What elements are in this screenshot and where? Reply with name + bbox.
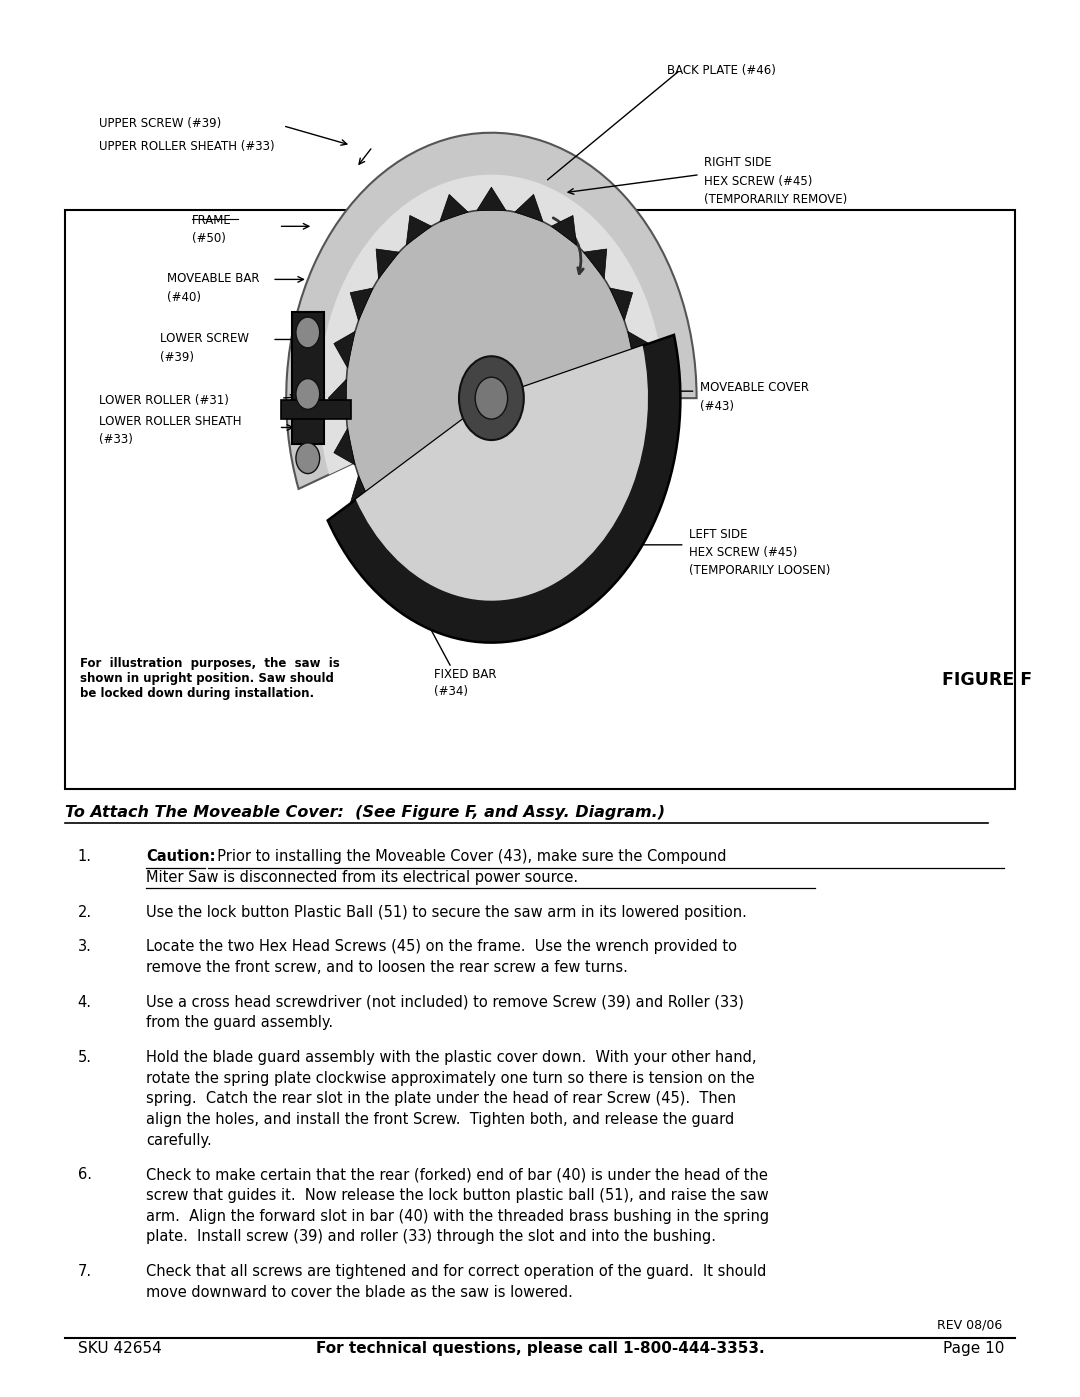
Text: align the holes, and install the front Screw.  Tighten both, and release the gua: align the holes, and install the front S… xyxy=(146,1112,734,1127)
Text: (#33): (#33) xyxy=(99,433,133,446)
Text: screw that guides it.  Now release the lock button plastic ball (51), and raise : screw that guides it. Now release the lo… xyxy=(146,1187,769,1203)
Text: HEX SCREW (#45): HEX SCREW (#45) xyxy=(704,175,812,187)
Text: Caution:: Caution: xyxy=(146,849,215,865)
Text: UPPER ROLLER SHEATH (#33): UPPER ROLLER SHEATH (#33) xyxy=(99,140,275,152)
Text: move downward to cover the blade as the saw is lowered.: move downward to cover the blade as the … xyxy=(146,1285,572,1299)
Circle shape xyxy=(296,317,320,348)
Text: MOVEABLE COVER: MOVEABLE COVER xyxy=(700,381,809,394)
Text: To Attach The Moveable Cover:  (See Figure F, and Assy. Diagram.): To Attach The Moveable Cover: (See Figur… xyxy=(65,805,665,820)
Text: LOWER ROLLER SHEATH: LOWER ROLLER SHEATH xyxy=(99,415,242,427)
Polygon shape xyxy=(406,215,432,244)
Text: LEFT SIDE: LEFT SIDE xyxy=(689,528,747,541)
Text: 3.: 3. xyxy=(78,939,92,954)
Polygon shape xyxy=(440,574,468,602)
Polygon shape xyxy=(350,288,373,321)
Text: rotate the spring plate clockwise approximately one turn so there is tension on : rotate the spring plate clockwise approx… xyxy=(146,1070,755,1085)
Text: Use a cross head screwdriver (not included) to remove Screw (39) and Roller (33): Use a cross head screwdriver (not includ… xyxy=(146,995,744,1010)
Text: (TEMPORARILY REMOVE): (TEMPORARILY REMOVE) xyxy=(704,193,848,205)
Polygon shape xyxy=(334,429,355,465)
Polygon shape xyxy=(583,517,607,548)
Text: 1.: 1. xyxy=(78,849,92,865)
Text: 7.: 7. xyxy=(78,1264,92,1280)
Polygon shape xyxy=(350,475,373,509)
Wedge shape xyxy=(327,335,680,643)
Text: Locate the two Hex Head Screws (45) on the frame.  Use the wrench provided to: Locate the two Hex Head Screws (45) on t… xyxy=(146,939,737,954)
Text: (TEMPORARILY LOOSEN): (TEMPORARILY LOOSEN) xyxy=(689,564,831,577)
Polygon shape xyxy=(477,585,505,609)
Polygon shape xyxy=(515,574,543,602)
Text: 4.: 4. xyxy=(78,995,92,1010)
Text: (#43): (#43) xyxy=(700,400,733,412)
Text: 2.: 2. xyxy=(78,905,92,919)
Bar xyxy=(281,400,351,419)
Polygon shape xyxy=(610,288,633,321)
Text: (#39): (#39) xyxy=(160,351,193,363)
Polygon shape xyxy=(376,249,400,279)
Text: Check to make certain that the rear (forked) end of bar (40) is under the head o: Check to make certain that the rear (for… xyxy=(146,1168,768,1182)
Circle shape xyxy=(296,379,320,409)
Polygon shape xyxy=(328,380,347,416)
Text: MOVEABLE BAR: MOVEABLE BAR xyxy=(167,272,260,285)
Wedge shape xyxy=(286,133,697,489)
Text: Miter Saw is disconnected from its electrical power source.: Miter Saw is disconnected from its elect… xyxy=(146,870,578,886)
Polygon shape xyxy=(610,475,633,509)
Text: 6.: 6. xyxy=(78,1168,92,1182)
Polygon shape xyxy=(440,194,468,222)
Text: spring.  Catch the rear slot in the plate under the head of rear Screw (45).  Th: spring. Catch the rear slot in the plate… xyxy=(146,1091,735,1106)
Text: Hold the blade guard assembly with the plastic cover down.  With your other hand: Hold the blade guard assembly with the p… xyxy=(146,1051,756,1065)
Text: For technical questions, please call 1-800-444-3353.: For technical questions, please call 1-8… xyxy=(315,1341,765,1356)
Circle shape xyxy=(346,210,637,587)
Text: from the guard assembly.: from the guard assembly. xyxy=(146,1016,333,1031)
Text: (#50): (#50) xyxy=(192,232,226,244)
Text: BACK PLATE (#46): BACK PLATE (#46) xyxy=(667,64,777,77)
Text: remove the front screw, and to loosen the rear screw a few turns.: remove the front screw, and to loosen th… xyxy=(146,960,627,975)
Text: For  illustration  purposes,  the  saw  is
shown in upright position. Saw should: For illustration purposes, the saw is sh… xyxy=(80,657,340,700)
Text: Use the lock button Plastic Ball (51) to secure the saw arm in its lowered posit: Use the lock button Plastic Ball (51) to… xyxy=(146,905,746,919)
Polygon shape xyxy=(627,429,649,465)
Bar xyxy=(292,312,324,444)
Text: Page 10: Page 10 xyxy=(943,1341,1004,1356)
Circle shape xyxy=(296,443,320,474)
Circle shape xyxy=(475,377,508,419)
Text: LOWER ROLLER (#31): LOWER ROLLER (#31) xyxy=(99,394,229,407)
Text: Prior to installing the Moveable Cover (43), make sure the Compound: Prior to installing the Moveable Cover (… xyxy=(207,849,726,865)
Text: LOWER SCREW: LOWER SCREW xyxy=(160,332,248,345)
Polygon shape xyxy=(406,552,432,581)
Wedge shape xyxy=(355,345,648,601)
Text: (#34): (#34) xyxy=(434,685,468,697)
Text: plate.  Install screw (39) and roller (33) through the slot and into the bushing: plate. Install screw (39) and roller (33… xyxy=(146,1229,716,1245)
Text: FIGURE F: FIGURE F xyxy=(942,671,1031,689)
Text: (#40): (#40) xyxy=(167,291,201,303)
Text: FRAME: FRAME xyxy=(192,214,232,226)
Text: REV 08/06: REV 08/06 xyxy=(937,1319,1002,1331)
Text: FIXED BAR: FIXED BAR xyxy=(434,668,497,680)
Polygon shape xyxy=(376,517,400,548)
Polygon shape xyxy=(515,194,543,222)
Text: RIGHT SIDE: RIGHT SIDE xyxy=(704,156,772,169)
Text: carefully.: carefully. xyxy=(146,1133,212,1148)
Polygon shape xyxy=(636,380,654,416)
Circle shape xyxy=(459,356,524,440)
Polygon shape xyxy=(477,187,505,211)
Polygon shape xyxy=(551,552,577,581)
Text: 5.: 5. xyxy=(78,1051,92,1065)
Polygon shape xyxy=(583,249,607,279)
Text: SKU 42654: SKU 42654 xyxy=(78,1341,162,1356)
Polygon shape xyxy=(551,215,577,244)
Wedge shape xyxy=(319,175,664,475)
Text: Check that all screws are tightened and for correct operation of the guard.  It : Check that all screws are tightened and … xyxy=(146,1264,766,1280)
Polygon shape xyxy=(334,331,355,367)
Text: arm.  Align the forward slot in bar (40) with the threaded brass bushing in the : arm. Align the forward slot in bar (40) … xyxy=(146,1208,769,1224)
Text: HEX SCREW (#45): HEX SCREW (#45) xyxy=(689,546,797,559)
Polygon shape xyxy=(627,331,649,367)
Text: UPPER SCREW (#39): UPPER SCREW (#39) xyxy=(99,117,221,130)
Bar xyxy=(65,210,1015,789)
